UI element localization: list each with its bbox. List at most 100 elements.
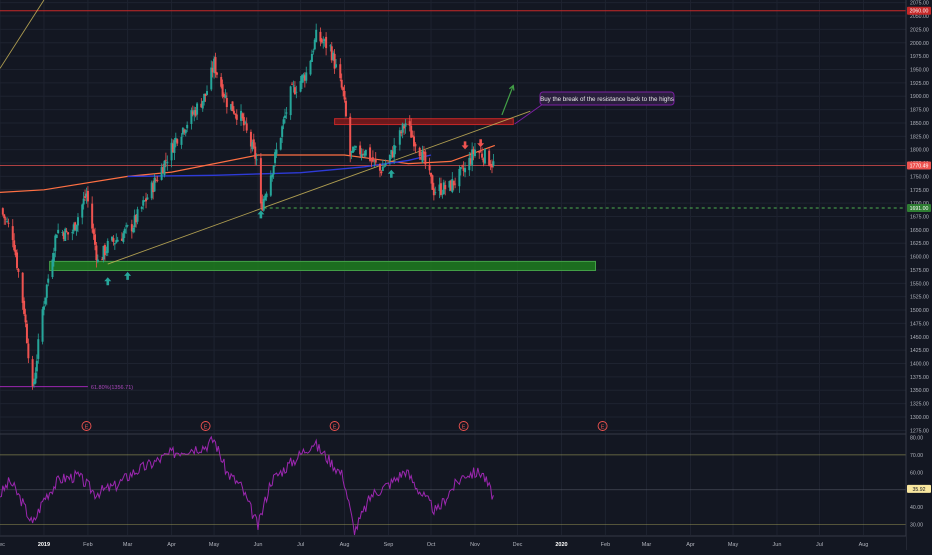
candle-body (7, 222, 10, 224)
candle-body (180, 136, 183, 145)
rising-trendline (107, 110, 531, 265)
candle-body (122, 233, 125, 242)
candle-body (65, 230, 68, 232)
candle-body (37, 339, 40, 359)
candle-body (271, 174, 274, 178)
candle-body (339, 64, 342, 79)
candle-body (215, 72, 218, 75)
arrow-down-icon (477, 139, 485, 148)
moving-average-long (127, 154, 432, 178)
candle-body (459, 167, 462, 170)
candle-body (75, 224, 78, 232)
candle-body (171, 143, 174, 153)
candle-body (312, 51, 315, 53)
candle-body (374, 158, 377, 163)
candle-body (393, 145, 396, 158)
price-tick-label: 1525.00 (910, 295, 929, 301)
candle-body (166, 161, 169, 164)
price-axis-background (906, 0, 932, 550)
candle-body (3, 214, 6, 219)
candle-body (140, 206, 143, 209)
rsi-tick-label: 40.00 (910, 505, 923, 511)
candle-body (234, 113, 237, 115)
time-tick-label: Jul (297, 542, 304, 548)
candle-body (211, 68, 214, 73)
candle-body (21, 272, 24, 303)
candle-body (47, 278, 50, 283)
candle-body (269, 175, 272, 196)
rsi-value-badge: 35.92 (907, 484, 931, 493)
candle-body (350, 150, 353, 153)
candle-body (391, 151, 394, 158)
candle-body (163, 160, 166, 176)
candle-body (74, 222, 77, 231)
candle-body (120, 238, 123, 241)
price-tick-label: 1925.00 (910, 81, 929, 87)
annotation-text: Buy the break of the resistance back to … (540, 96, 674, 103)
candle-body (479, 151, 482, 153)
candle-body (210, 67, 213, 90)
candle-body (44, 297, 47, 304)
candle-body (299, 81, 302, 92)
candle-body (203, 93, 206, 102)
rsi-pane (0, 433, 906, 536)
candle-body (251, 141, 254, 150)
candle-body (85, 193, 88, 197)
candle-body (176, 139, 179, 144)
arrow-up-icon (387, 169, 395, 178)
candle-body (301, 75, 303, 83)
time-tick-label: Aug (859, 542, 869, 548)
price-tick-label: 1275.00 (910, 428, 929, 434)
price-tick-label: 1650.00 (910, 228, 929, 234)
candle-body (408, 121, 411, 126)
earnings-marker: E (200, 421, 211, 431)
candle-body (41, 309, 44, 342)
candle-body (220, 76, 223, 87)
candle-body (259, 158, 262, 204)
candle-body (84, 196, 87, 198)
candle-body (414, 143, 417, 147)
candle-body (71, 232, 74, 234)
candle-body (329, 45, 332, 47)
candle-body (204, 93, 207, 97)
candle-body (213, 58, 216, 73)
candle-body (103, 245, 106, 256)
candle-body (184, 129, 187, 134)
candle-body (458, 168, 461, 187)
candle-body (244, 122, 247, 124)
candle-body (401, 123, 404, 133)
candle-body (462, 167, 465, 171)
candle-body (4, 218, 7, 220)
candle-body (388, 154, 391, 162)
earnings-marker: E (81, 421, 92, 431)
candle-body (482, 158, 485, 163)
candle-body (51, 259, 54, 278)
candle-body (101, 259, 104, 261)
candle-body (478, 152, 481, 154)
annotation-callout[interactable]: Buy the break of the resistance back to … (539, 91, 675, 106)
candle-body (310, 53, 313, 62)
earnings-label: E (85, 424, 89, 430)
price-tick-label: 1450.00 (910, 335, 929, 341)
candle-body (242, 117, 245, 126)
candle-body (490, 163, 493, 168)
candle-body (292, 85, 295, 87)
candle-body (410, 125, 413, 138)
earnings-circle (597, 421, 608, 431)
candle-body (116, 239, 119, 242)
candle-body (42, 306, 45, 310)
candle-body (255, 159, 258, 161)
price-tick-label: 2050.00 (910, 14, 929, 20)
grid-layer (0, 0, 906, 535)
earnings-circle (81, 421, 92, 431)
earnings-label: E (462, 424, 466, 430)
price-tick-label: 1300.00 (910, 415, 929, 421)
candle-body (322, 42, 325, 44)
candle-body (262, 198, 265, 211)
candle-body (11, 226, 14, 241)
candle-body (16, 252, 19, 269)
candle-body (45, 284, 48, 298)
top-price-badge-text: 2060.00 (910, 9, 929, 15)
candle-body (449, 180, 452, 191)
candle-body (323, 39, 326, 42)
